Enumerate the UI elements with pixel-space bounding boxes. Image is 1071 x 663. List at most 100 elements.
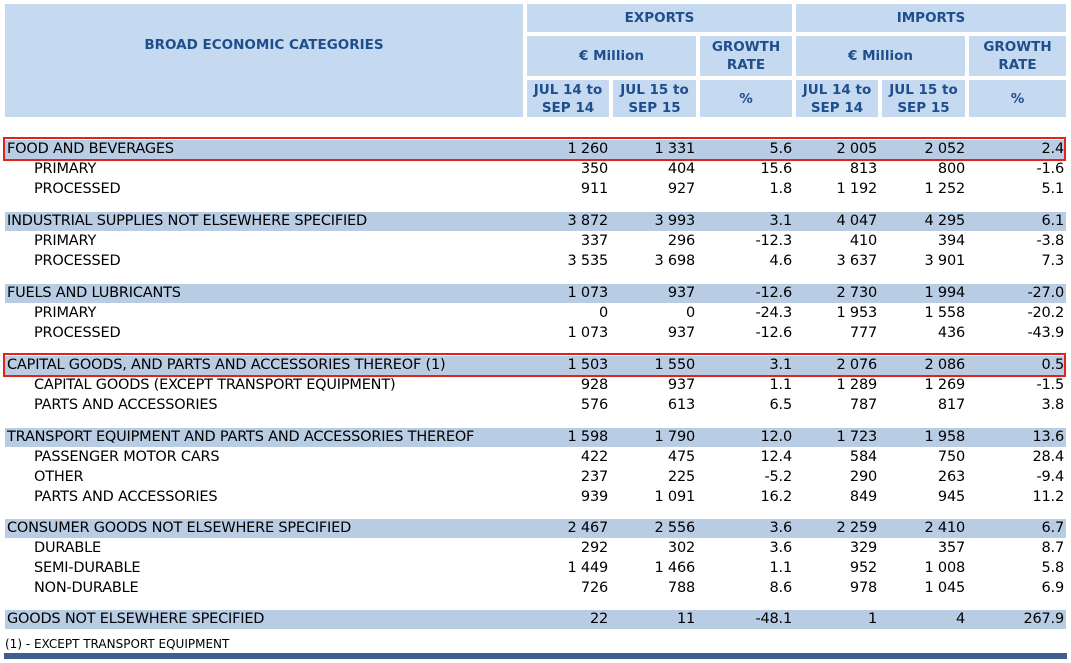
imports-growth-cell: 0.5: [1041, 357, 1065, 373]
row-label: FUELS AND LUBRICANTS: [7, 285, 181, 301]
row-label: PROCESSED: [34, 181, 121, 197]
exports-growth-cell: 16.2: [760, 489, 793, 505]
row-label: DURABLE: [34, 540, 101, 556]
imports-2015-cell: 3 901: [924, 253, 965, 269]
subcategory-row: SEMI-DURABLE 1 449 1 466 1.1 952 1 008 5.8: [5, 559, 1066, 578]
exports-2014-cell: 939: [580, 489, 608, 505]
exports-period2-header: JUL 15 to SEP 15: [613, 80, 696, 117]
row-label: PRIMARY: [34, 233, 97, 249]
row-label: INDUSTRIAL SUPPLIES NOT ELSEWHERE SPECIF…: [7, 213, 367, 229]
exports-2014-cell: 1 503: [567, 357, 608, 373]
exports-2015-cell: 225: [667, 469, 695, 485]
category-row: FOOD AND BEVERAGES 1 260 1 331 5.6 2 005 2 05…: [5, 140, 1066, 159]
exports-growth-cell: 1.8: [769, 181, 793, 197]
row-label: PROCESSED: [34, 325, 121, 341]
imports-growth-cell: -1.6: [1036, 161, 1065, 177]
imports-2014-cell: 2 005: [836, 141, 877, 157]
exports-p2-line2: SEP 15: [628, 99, 681, 116]
exports-growth-cell: 5.6: [769, 141, 793, 157]
subcategory-row: NON-DURABLE 726 788 8.6 978 1 045 6.9: [5, 579, 1066, 598]
exports-growth-cell: -24.3: [755, 305, 792, 321]
imports-growth-cell: 28.4: [1032, 449, 1065, 465]
imports-2014-cell: 2 730: [836, 285, 877, 301]
row-label: SEMI-DURABLE: [34, 560, 141, 576]
exports-2015-cell: 1 091: [654, 489, 695, 505]
imports-growth-cell: 6.7: [1041, 520, 1065, 536]
imports-growth-cell: 6.9: [1041, 580, 1065, 596]
exports-2014-cell: 1 073: [567, 325, 608, 341]
imports-p1-line1: JUL 14 to: [802, 81, 872, 98]
exports-2014-cell: 1 449: [567, 560, 608, 576]
exports-growth-header: GROWTH RATE: [700, 36, 792, 76]
category-row: GOODS NOT ELSEWHERE SPECIFIED 22 11 -48.1 1 4…: [5, 610, 1066, 629]
category-header: BROAD ECONOMIC CATEGORIES: [5, 4, 523, 117]
exports-2014-cell: 22: [589, 611, 608, 627]
imports-growth-cell: 5.8: [1041, 560, 1065, 576]
exports-2015-cell: 3 698: [654, 253, 695, 269]
imports-2015-cell: 4: [955, 611, 965, 627]
imports-2015-cell: 2 410: [924, 520, 965, 536]
row-label: PRIMARY: [34, 161, 97, 177]
row-label: OTHER: [34, 469, 84, 485]
exports-growth-cell: 15.6: [760, 161, 793, 177]
subcategory-row: PROCESSED 911 927 1.8 1 192 1 252 5.1: [5, 180, 1066, 199]
imports-2015-cell: 750: [937, 449, 965, 465]
imports-2014-cell: 1: [867, 611, 877, 627]
imports-period2-header: JUL 15 to SEP 15: [882, 80, 965, 117]
subcategory-row: PARTS AND ACCESSORIES 939 1 091 16.2 849 945 1…: [5, 488, 1066, 507]
imports-growth-cell: 13.6: [1032, 429, 1065, 445]
imports-growth-cell: 11.2: [1032, 489, 1065, 505]
exports-2015-cell: 927: [667, 181, 695, 197]
exports-2015-cell: 1 466: [654, 560, 695, 576]
imports-growth-cell: -3.8: [1036, 233, 1065, 249]
exports-2014-cell: 1 260: [567, 141, 608, 157]
exports-p1-line2: SEP 14: [541, 99, 595, 116]
imports-growth-line1: GROWTH: [983, 39, 1052, 55]
exports-growth-cell: 8.6: [769, 580, 793, 596]
imports-2014-cell: 290: [849, 469, 877, 485]
imports-2014-cell: 410: [849, 233, 877, 249]
exports-2014-cell: 422: [580, 449, 608, 465]
subcategory-row: PASSENGER MOTOR CARS 422 475 12.4 584 750 28.4: [5, 448, 1066, 467]
exports-2015-cell: 3 993: [654, 213, 695, 229]
exports-growth-cell: -12.6: [755, 285, 792, 301]
exports-2015-cell: 1 550: [654, 357, 695, 373]
row-label: CAPITAL GOODS, AND PARTS AND ACCESSORIES…: [7, 357, 446, 373]
category-row: INDUSTRIAL SUPPLIES NOT ELSEWHERE SPECIF…: [5, 212, 1066, 231]
imports-percent-header: %: [969, 80, 1066, 117]
imports-2015-cell: 1 045: [924, 580, 965, 596]
imports-2015-cell: 436: [937, 325, 965, 341]
subcategory-row: PRIMARY 350 404 15.6 813 800 -1.6: [5, 160, 1066, 179]
row-label: PARTS AND ACCESSORIES: [34, 397, 218, 413]
exports-2014-cell: 237: [580, 469, 608, 485]
imports-header-text: IMPORTS: [896, 10, 966, 26]
imports-growth-cell: -9.4: [1036, 469, 1065, 485]
imports-header: IMPORTS: [796, 4, 1066, 32]
exports-2015-cell: 404: [667, 161, 695, 177]
exports-2014-cell: 1 073: [567, 285, 608, 301]
exports-percent-text: %: [739, 90, 753, 107]
row-label: CONSUMER GOODS NOT ELSEWHERE SPECIFIED: [7, 520, 352, 536]
row-label: PRIMARY: [34, 305, 97, 321]
imports-2015-cell: 394: [937, 233, 965, 249]
exports-growth-cell: -5.2: [764, 469, 793, 485]
bottom-bar: [4, 653, 1067, 659]
exports-2015-cell: 1 790: [654, 429, 695, 445]
row-label: PASSENGER MOTOR CARS: [34, 449, 220, 465]
subcategory-row: OTHER 237 225 -5.2 290 263 -9.4: [5, 468, 1066, 487]
exports-growth-cell: 1.1: [769, 560, 793, 576]
imports-2015-cell: 1 252: [924, 181, 965, 197]
imports-2015-cell: 2 086: [924, 357, 965, 373]
imports-growth-cell: -20.2: [1027, 305, 1064, 321]
imports-2015-cell: 817: [937, 397, 965, 413]
exports-2014-cell: 337: [580, 233, 608, 249]
exports-growth-cell: 12.0: [760, 429, 793, 445]
exports-growth-cell: -12.3: [755, 233, 792, 249]
exports-header: EXPORTS: [527, 4, 792, 32]
category-header-text: BROAD ECONOMIC CATEGORIES: [144, 37, 384, 53]
exports-growth-cell: 3.6: [769, 520, 793, 536]
exports-p1-line1: JUL 14 to: [533, 81, 603, 98]
imports-growth-line2: RATE: [998, 57, 1037, 73]
category-row: FUELS AND LUBRICANTS 1 073 937 -12.6 2 730 1 …: [5, 284, 1066, 303]
imports-2015-cell: 1 269: [924, 377, 965, 393]
